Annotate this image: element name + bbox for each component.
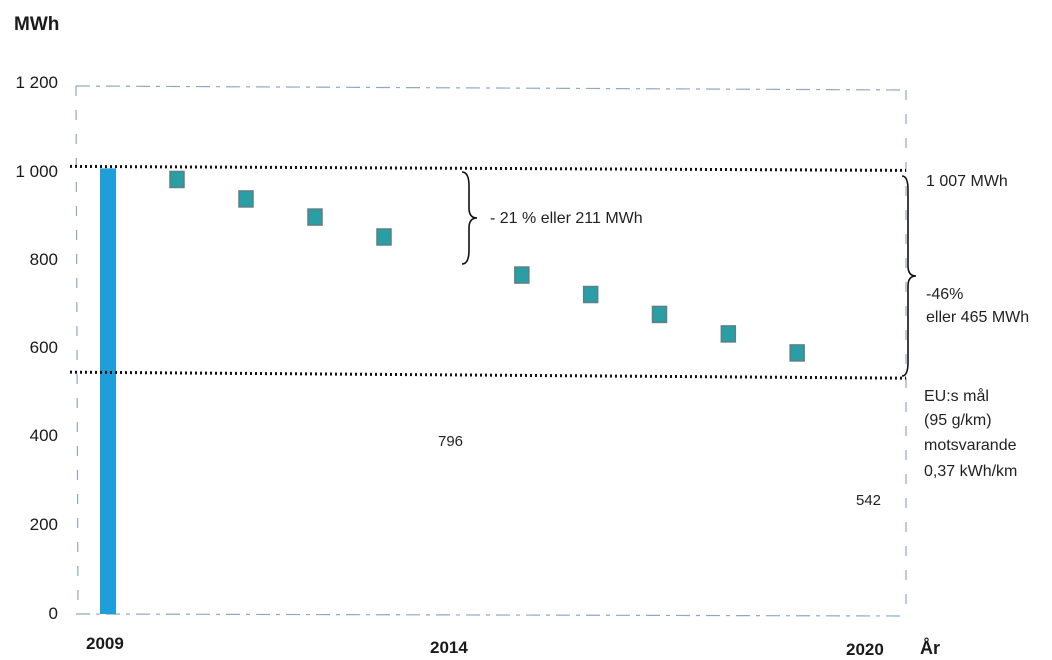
marker-2017	[651, 305, 668, 324]
frame-left	[75, 85, 79, 615]
value-label-542: 542	[856, 492, 882, 509]
markers-group	[169, 170, 805, 362]
brace-long	[901, 175, 917, 377]
eu-goal-line4: 0,37 kWh/km	[924, 463, 1018, 480]
marker-2015	[514, 266, 530, 284]
frame-bottom	[75, 613, 907, 617]
eu-goal-line2: (95 g/km)	[924, 412, 992, 429]
marker-2012	[307, 208, 323, 226]
ref-top-label: 1 007 MWh	[926, 173, 1008, 190]
bracket-long-label-2: eller 465 MWh	[926, 309, 1030, 326]
eu-goal-line3: motsvarande	[924, 437, 1017, 454]
ref-line-1007	[69, 164, 907, 172]
x-tick-2014: 2014	[430, 638, 468, 657]
marker-2011	[238, 190, 254, 208]
brace-short	[461, 171, 478, 265]
y-tick-600: 600	[29, 338, 58, 357]
y-tick-800: 800	[29, 250, 58, 269]
y-tick-1000: 1 000	[15, 162, 58, 181]
bracket-short-label: - 21 % eller 211 MWh	[490, 210, 643, 227]
x-tick-2009: 2009	[86, 634, 124, 653]
braces	[461, 171, 917, 377]
x-axis-unit-label: År	[920, 638, 941, 658]
marker-2013	[376, 228, 392, 246]
frame-top	[75, 85, 907, 91]
y-tick-200: 200	[29, 515, 58, 534]
marker-2019	[789, 344, 805, 362]
bars-group	[100, 168, 116, 614]
reference-lines	[69, 164, 907, 380]
y-tick-1200: 1 200	[15, 73, 58, 92]
y-tick-400: 400	[29, 426, 58, 445]
y-tick-0: 0	[48, 604, 58, 623]
marker-2016	[582, 285, 599, 304]
bar-2009	[100, 168, 116, 614]
x-tick-2020: 2020	[846, 640, 884, 659]
plot-frame	[75, 85, 907, 617]
eu-goal-line1: EU:s mål	[924, 388, 989, 405]
y-axis-unit-label: MWh	[14, 14, 60, 35]
value-label-796: 796	[438, 433, 464, 450]
ref-line-542	[69, 370, 907, 380]
marker-2018	[720, 325, 737, 343]
marker-2010	[169, 170, 185, 189]
bracket-long-label-1: -46%	[926, 286, 964, 303]
